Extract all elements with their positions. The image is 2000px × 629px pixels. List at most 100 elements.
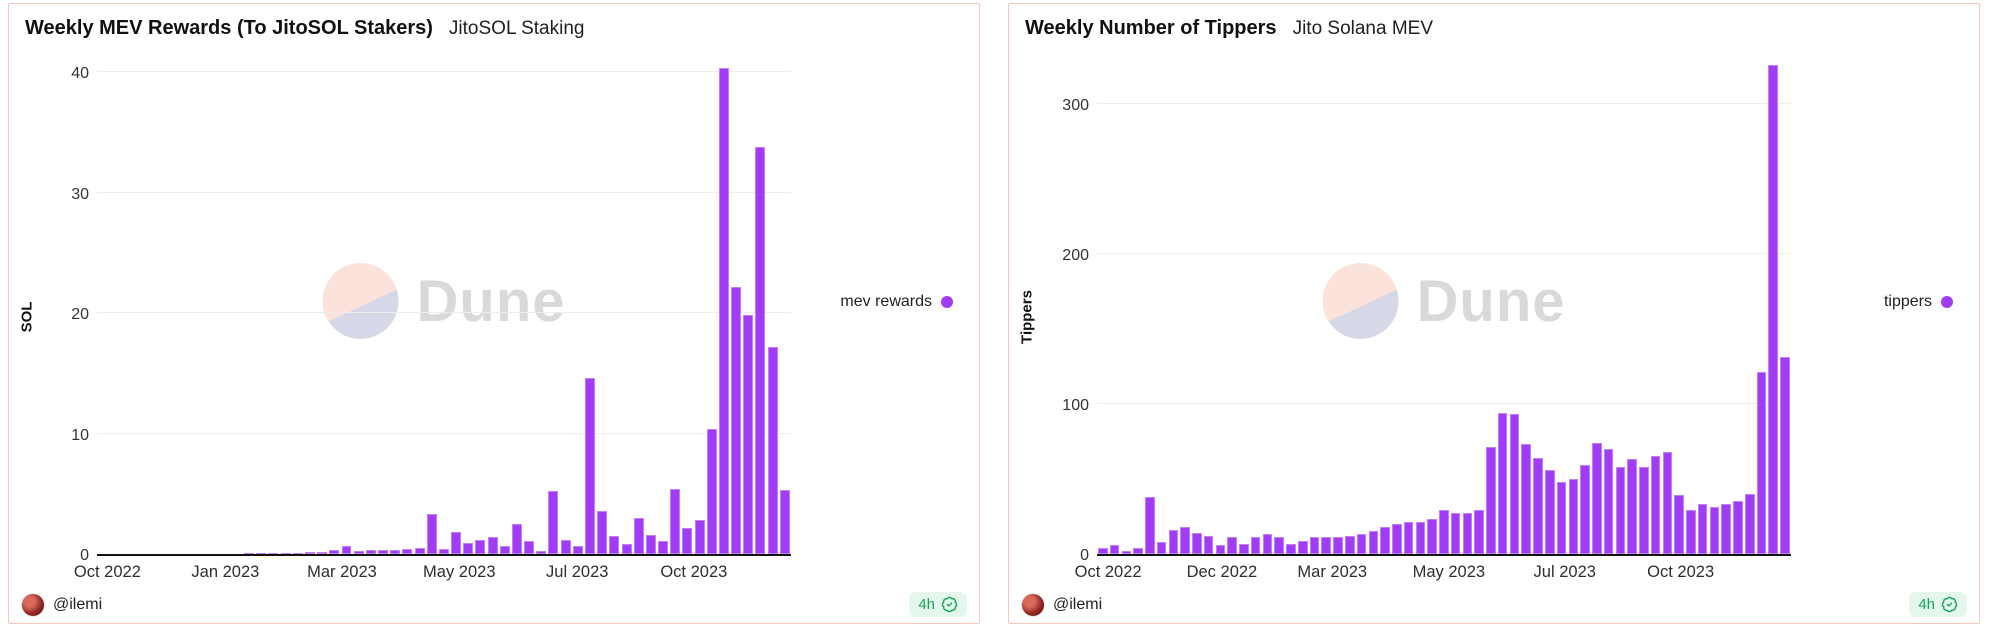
bar[interactable] xyxy=(475,539,486,554)
bar[interactable] xyxy=(1109,545,1120,554)
bar[interactable] xyxy=(1286,543,1296,554)
bar[interactable] xyxy=(1192,532,1202,554)
bar[interactable] xyxy=(585,378,595,554)
bar[interactable] xyxy=(1227,537,1237,554)
bar[interactable] xyxy=(1250,537,1261,554)
bar[interactable] xyxy=(451,532,462,554)
bar[interactable] xyxy=(1133,548,1143,554)
bar[interactable] xyxy=(1627,459,1637,554)
bar[interactable] xyxy=(1156,542,1167,554)
bar[interactable] xyxy=(1697,504,1708,554)
bar[interactable] xyxy=(1462,513,1473,554)
bar[interactable] xyxy=(414,547,425,554)
bar[interactable] xyxy=(755,146,766,554)
bar[interactable] xyxy=(244,553,255,554)
bar[interactable] xyxy=(1427,519,1437,554)
bar[interactable] xyxy=(645,534,656,554)
bar[interactable] xyxy=(1368,531,1379,554)
bar[interactable] xyxy=(268,553,279,554)
bar[interactable] xyxy=(1509,414,1520,554)
bar[interactable] xyxy=(1497,412,1508,554)
bar[interactable] xyxy=(353,551,364,554)
bar[interactable] xyxy=(633,517,644,554)
bar[interactable] xyxy=(292,552,303,554)
bar[interactable] xyxy=(329,550,340,554)
bar[interactable] xyxy=(548,491,559,554)
bar[interactable] xyxy=(1733,501,1743,554)
bar[interactable] xyxy=(390,549,401,554)
bar[interactable] xyxy=(1239,543,1249,554)
bar[interactable] xyxy=(1474,510,1484,554)
bar[interactable] xyxy=(1744,493,1755,554)
bar[interactable] xyxy=(524,540,535,554)
bar[interactable] xyxy=(1756,372,1767,554)
bar[interactable] xyxy=(487,537,498,554)
bar[interactable] xyxy=(1780,357,1790,554)
bar[interactable] xyxy=(1674,495,1684,554)
bar[interactable] xyxy=(706,428,717,554)
bar[interactable] xyxy=(1262,534,1273,554)
bar[interactable] xyxy=(743,315,754,554)
bar[interactable] xyxy=(779,490,790,554)
bar[interactable] xyxy=(1650,456,1661,554)
bar[interactable] xyxy=(280,553,291,554)
bar[interactable] xyxy=(1686,510,1696,554)
bar[interactable] xyxy=(1403,522,1414,554)
bar[interactable] xyxy=(1768,64,1779,554)
bar[interactable] xyxy=(317,551,328,554)
bar[interactable] xyxy=(1521,444,1532,554)
bar[interactable] xyxy=(1309,537,1320,554)
bar[interactable] xyxy=(1345,535,1355,554)
bar[interactable] xyxy=(1121,551,1132,554)
refresh-badge[interactable]: 4h xyxy=(1909,592,1967,617)
bar[interactable] xyxy=(1180,526,1190,554)
bar[interactable] xyxy=(341,545,352,554)
bar[interactable] xyxy=(1450,513,1461,554)
legend-item-tippers[interactable]: tippers xyxy=(1884,293,1953,311)
bar[interactable] xyxy=(560,539,571,554)
bar[interactable] xyxy=(438,549,449,554)
bar[interactable] xyxy=(682,527,693,554)
bar[interactable] xyxy=(1333,537,1343,554)
bar[interactable] xyxy=(1439,510,1449,554)
author-link[interactable]: @ilemi xyxy=(21,592,102,617)
bar[interactable] xyxy=(572,545,583,554)
bar[interactable] xyxy=(1709,507,1720,554)
bar[interactable] xyxy=(1639,466,1649,554)
bar[interactable] xyxy=(304,552,315,554)
author-link[interactable]: @ilemi xyxy=(1021,592,1102,617)
bar[interactable] xyxy=(1274,537,1284,554)
bar[interactable] xyxy=(1098,548,1108,554)
bar[interactable] xyxy=(621,544,632,554)
bar[interactable] xyxy=(731,286,742,554)
bar[interactable] xyxy=(767,346,778,554)
bar[interactable] xyxy=(402,549,413,554)
bar[interactable] xyxy=(256,553,267,554)
bar[interactable] xyxy=(609,535,620,554)
refresh-badge[interactable]: 4h xyxy=(909,592,967,617)
bar[interactable] xyxy=(597,510,608,554)
bar[interactable] xyxy=(499,545,510,554)
bar[interactable] xyxy=(1662,451,1673,554)
bar[interactable] xyxy=(1580,465,1590,554)
bar[interactable] xyxy=(1145,496,1155,554)
bar[interactable] xyxy=(1544,469,1555,554)
bar[interactable] xyxy=(1297,540,1308,554)
bar[interactable] xyxy=(1415,522,1426,554)
bar[interactable] xyxy=(1568,478,1579,554)
bar[interactable] xyxy=(670,488,681,554)
bar[interactable] xyxy=(1486,447,1496,554)
bar[interactable] xyxy=(694,520,705,554)
bar[interactable] xyxy=(1203,535,1214,554)
bar[interactable] xyxy=(536,551,547,554)
bar[interactable] xyxy=(1603,448,1614,554)
bar[interactable] xyxy=(1215,545,1226,554)
bar[interactable] xyxy=(718,68,729,554)
bar[interactable] xyxy=(511,523,522,554)
bar[interactable] xyxy=(1592,442,1602,554)
bar[interactable] xyxy=(1533,457,1543,554)
bar[interactable] xyxy=(365,550,376,554)
bar[interactable] xyxy=(1168,529,1179,554)
bar[interactable] xyxy=(1721,504,1731,554)
legend-item-mev-rewards[interactable]: mev rewards xyxy=(840,293,953,311)
